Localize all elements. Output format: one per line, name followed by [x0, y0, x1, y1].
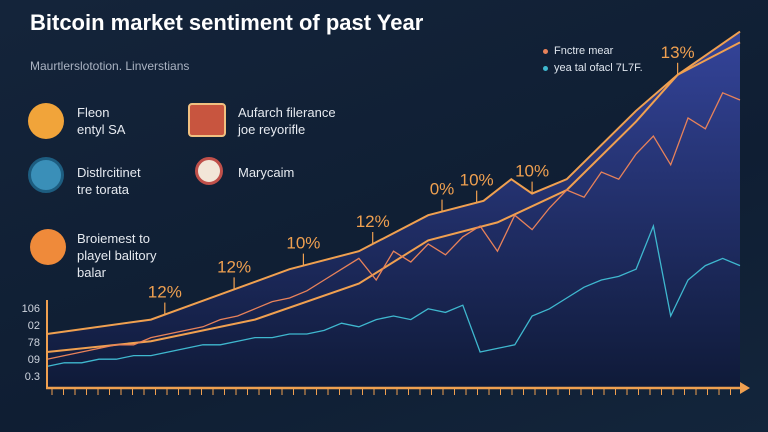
y-tick-label: 0.3 — [25, 371, 40, 383]
legend-item: Fleon entyl SA — [77, 104, 125, 138]
legend-item: Distlrcitinet tre torata — [77, 164, 141, 198]
page-title: Bitcoin market sentiment of past Year — [30, 10, 424, 35]
annotation-label: 12% — [217, 257, 251, 276]
legend-text: Aufarch filerance — [238, 105, 336, 120]
building-icon — [188, 103, 226, 137]
chart-legend-item: yea tal ofacl 7L7F. — [543, 62, 643, 74]
legend-text: joe reyorifle — [238, 122, 306, 137]
legend-text: Fleon — [77, 105, 110, 120]
legend-dot — [543, 65, 548, 71]
legend-text: Distlrcitinet — [77, 165, 141, 180]
legend-text: balar — [77, 265, 106, 280]
legend-item: Aufarch filerance joe reyorifle — [238, 104, 336, 138]
annotation-label: 10% — [515, 162, 549, 181]
series-line — [46, 91, 741, 360]
y-tick-label: 106 — [22, 303, 40, 315]
y-tick-label: 09 — [28, 354, 40, 366]
annotation-label: 12% — [356, 212, 390, 231]
legend-label: Fnctre mear — [554, 45, 614, 57]
legend-text: entyl SA — [77, 122, 126, 137]
crying-emoji-icon — [30, 229, 66, 265]
annotation-label: 13% — [661, 43, 695, 62]
heart-eyes-emoji-icon — [28, 103, 64, 139]
legend-label: yea tal ofacl 7L7F. — [554, 62, 643, 74]
legend-text: playel balitory — [77, 248, 157, 263]
area-fill — [47, 31, 740, 388]
y-tick-label: 78 — [28, 337, 40, 349]
compass-icon — [28, 157, 64, 193]
legend-dot — [543, 48, 548, 54]
annotation-label: 10% — [286, 234, 320, 253]
legend-text: tre torata — [77, 182, 130, 197]
series-line — [46, 30, 741, 335]
annotation-label: 0% — [430, 180, 455, 199]
x-axis-arrow — [740, 382, 750, 394]
legend-text: Marycaim — [238, 165, 295, 180]
annotation-label: 10% — [460, 171, 494, 190]
chart-legend-item: Fnctre mear — [543, 45, 613, 57]
series-line — [46, 41, 741, 353]
annotation-label: 12% — [148, 283, 182, 302]
clock-icon — [195, 157, 223, 185]
series-line — [46, 223, 741, 368]
legend-item: Marycaim — [238, 164, 294, 181]
y-tick-label: 02 — [28, 320, 40, 332]
legend-item: Broiemest to playel balitory balar — [77, 230, 157, 281]
subtitle: Maurtlerslototion. Linverstians — [30, 59, 190, 73]
legend-text: Broiemest to — [77, 231, 150, 246]
